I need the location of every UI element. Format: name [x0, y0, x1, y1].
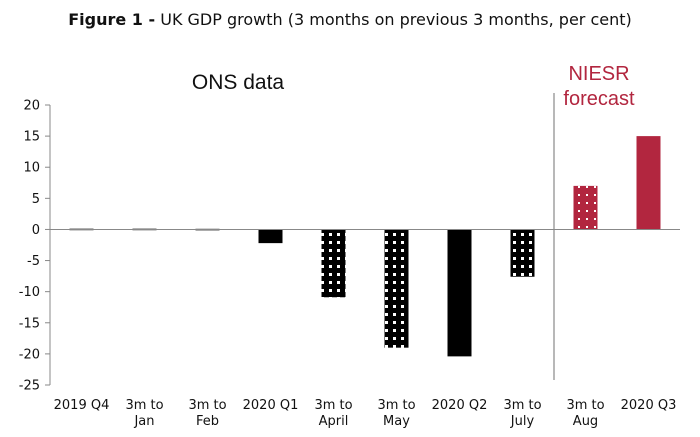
- y-tick-label: -20: [19, 347, 40, 362]
- y-tick-label: 5: [32, 192, 40, 207]
- x-category-label: 2019 Q4: [54, 398, 110, 413]
- y-tick-label: -10: [19, 285, 40, 300]
- niesr-annotation-line1: NIESR: [568, 63, 629, 85]
- x-category-label: May: [383, 414, 410, 429]
- x-category-label: July: [510, 414, 535, 429]
- bar-5: [384, 229, 409, 348]
- x-category-label: April: [319, 414, 349, 429]
- x-category-label: 2020 Q1: [243, 398, 299, 413]
- ons-data-annotation: ONS data: [192, 71, 285, 94]
- x-category-label: Feb: [196, 414, 219, 429]
- y-axis: 20 15 10 5 0 -5 -10 -15 -20 -25: [19, 99, 50, 394]
- y-tick-label: 20: [23, 99, 40, 114]
- bar-series: [69, 136, 661, 357]
- bar-9: [636, 136, 661, 230]
- chart-title: Figure 1 - UK GDP growth (3 months on pr…: [0, 10, 700, 29]
- y-tick-label: -5: [27, 254, 40, 269]
- chart-title-text: UK GDP growth (3 months on previous 3 mo…: [160, 10, 632, 29]
- x-category-label: 3m to: [566, 398, 604, 413]
- x-category-label: 2020 Q3: [621, 398, 677, 413]
- y-tick-label: 15: [23, 130, 40, 145]
- bar-4: [321, 229, 346, 298]
- y-tick-label: -25: [19, 379, 40, 394]
- x-category-label: 2020 Q2: [432, 398, 488, 413]
- x-category-label: 3m to: [314, 398, 352, 413]
- y-tick-label: 10: [23, 161, 40, 176]
- x-category-label: 3m to: [377, 398, 415, 413]
- chart-title-prefix: Figure 1 -: [68, 10, 156, 29]
- x-category-label: 3m to: [125, 398, 163, 413]
- bar-6: [447, 229, 472, 357]
- bar-8: [573, 185, 598, 230]
- y-tick-label: 0: [32, 223, 40, 238]
- y-tick-label: -15: [19, 316, 40, 331]
- x-category-label: Jan: [133, 414, 154, 429]
- x-category-label: 3m to: [503, 398, 541, 413]
- x-category-label: 3m to: [188, 398, 226, 413]
- x-category-label: Aug: [573, 414, 598, 429]
- bar-7: [510, 229, 535, 277]
- bar-3: [258, 229, 283, 244]
- niesr-annotation-line2: forecast: [563, 88, 635, 110]
